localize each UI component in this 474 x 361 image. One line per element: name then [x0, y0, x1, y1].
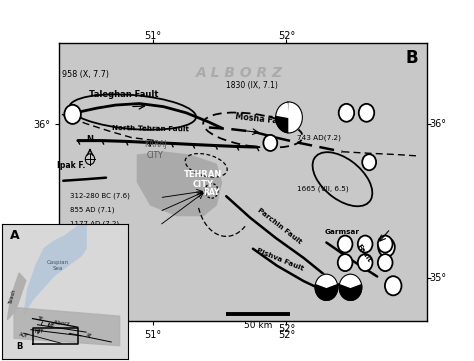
Polygon shape [276, 102, 289, 117]
Text: RAY: RAY [203, 188, 220, 197]
Text: 35°: 35° [429, 273, 447, 283]
Text: 1665 (VII, 6.5): 1665 (VII, 6.5) [297, 185, 349, 192]
Circle shape [339, 104, 354, 122]
Text: NTF: NTF [34, 329, 44, 334]
Polygon shape [316, 274, 337, 287]
Text: B: B [16, 342, 23, 351]
Circle shape [358, 236, 373, 253]
Text: Fault: Fault [356, 243, 372, 264]
Circle shape [276, 102, 302, 133]
Text: 743 AD(7.2): 743 AD(7.2) [297, 134, 341, 140]
Circle shape [362, 154, 376, 170]
Polygon shape [137, 151, 222, 216]
Circle shape [264, 135, 277, 151]
Text: 50 km: 50 km [244, 321, 273, 330]
Polygon shape [340, 274, 361, 287]
Text: 1177 AD (7.2): 1177 AD (7.2) [70, 221, 119, 227]
Text: Caspian
Sea: Caspian Sea [46, 260, 69, 271]
Text: 52°: 52° [278, 324, 295, 334]
Circle shape [315, 274, 338, 300]
Polygon shape [2, 224, 128, 359]
Text: N: N [86, 135, 93, 144]
Text: MF: MF [47, 323, 55, 329]
Text: Parchin Fault: Parchin Fault [256, 206, 303, 244]
Circle shape [378, 236, 392, 253]
Text: Garmsar: Garmsar [325, 229, 360, 235]
Text: B: B [406, 49, 419, 68]
Text: AQF: AQF [19, 332, 29, 339]
Text: Alborz: Alborz [52, 320, 70, 327]
Text: Pishva Fault: Pishva Fault [255, 247, 304, 272]
Polygon shape [24, 224, 86, 315]
Circle shape [64, 105, 81, 124]
Text: North Tehran Fault: North Tehran Fault [111, 125, 189, 132]
Circle shape [359, 104, 374, 122]
Text: 52°: 52° [278, 31, 295, 40]
Circle shape [378, 254, 392, 271]
Text: 958 (X, 7.7): 958 (X, 7.7) [62, 70, 109, 79]
Circle shape [385, 276, 401, 295]
Text: 855 AD (7.1): 855 AD (7.1) [70, 206, 114, 213]
Text: 1830 (IX, 7.1): 1830 (IX, 7.1) [226, 81, 278, 90]
Text: A: A [10, 229, 19, 242]
Text: Talesh: Talesh [8, 290, 17, 306]
Circle shape [378, 238, 395, 257]
Polygon shape [8, 273, 26, 320]
Polygon shape [289, 102, 302, 133]
Circle shape [338, 254, 353, 271]
Text: 312-280 BC (7.6): 312-280 BC (7.6) [70, 193, 130, 199]
Text: AF: AF [86, 333, 93, 339]
Text: 36°: 36° [429, 119, 447, 129]
Circle shape [338, 236, 353, 253]
Polygon shape [14, 308, 119, 346]
Text: 51°: 51° [144, 31, 161, 40]
Text: Mosha Fault: Mosha Fault [235, 112, 290, 126]
Text: Taleghan Fault: Taleghan Fault [89, 90, 158, 99]
Circle shape [358, 254, 373, 271]
Text: TEHRAN
CITY: TEHRAN CITY [184, 170, 223, 189]
Text: A L B O R Z: A L B O R Z [196, 66, 283, 80]
Text: KARAJ
CITY: KARAJ CITY [144, 140, 167, 160]
Circle shape [339, 274, 362, 300]
Text: TF: TF [36, 316, 43, 321]
Text: Ipak F.: Ipak F. [56, 161, 85, 170]
